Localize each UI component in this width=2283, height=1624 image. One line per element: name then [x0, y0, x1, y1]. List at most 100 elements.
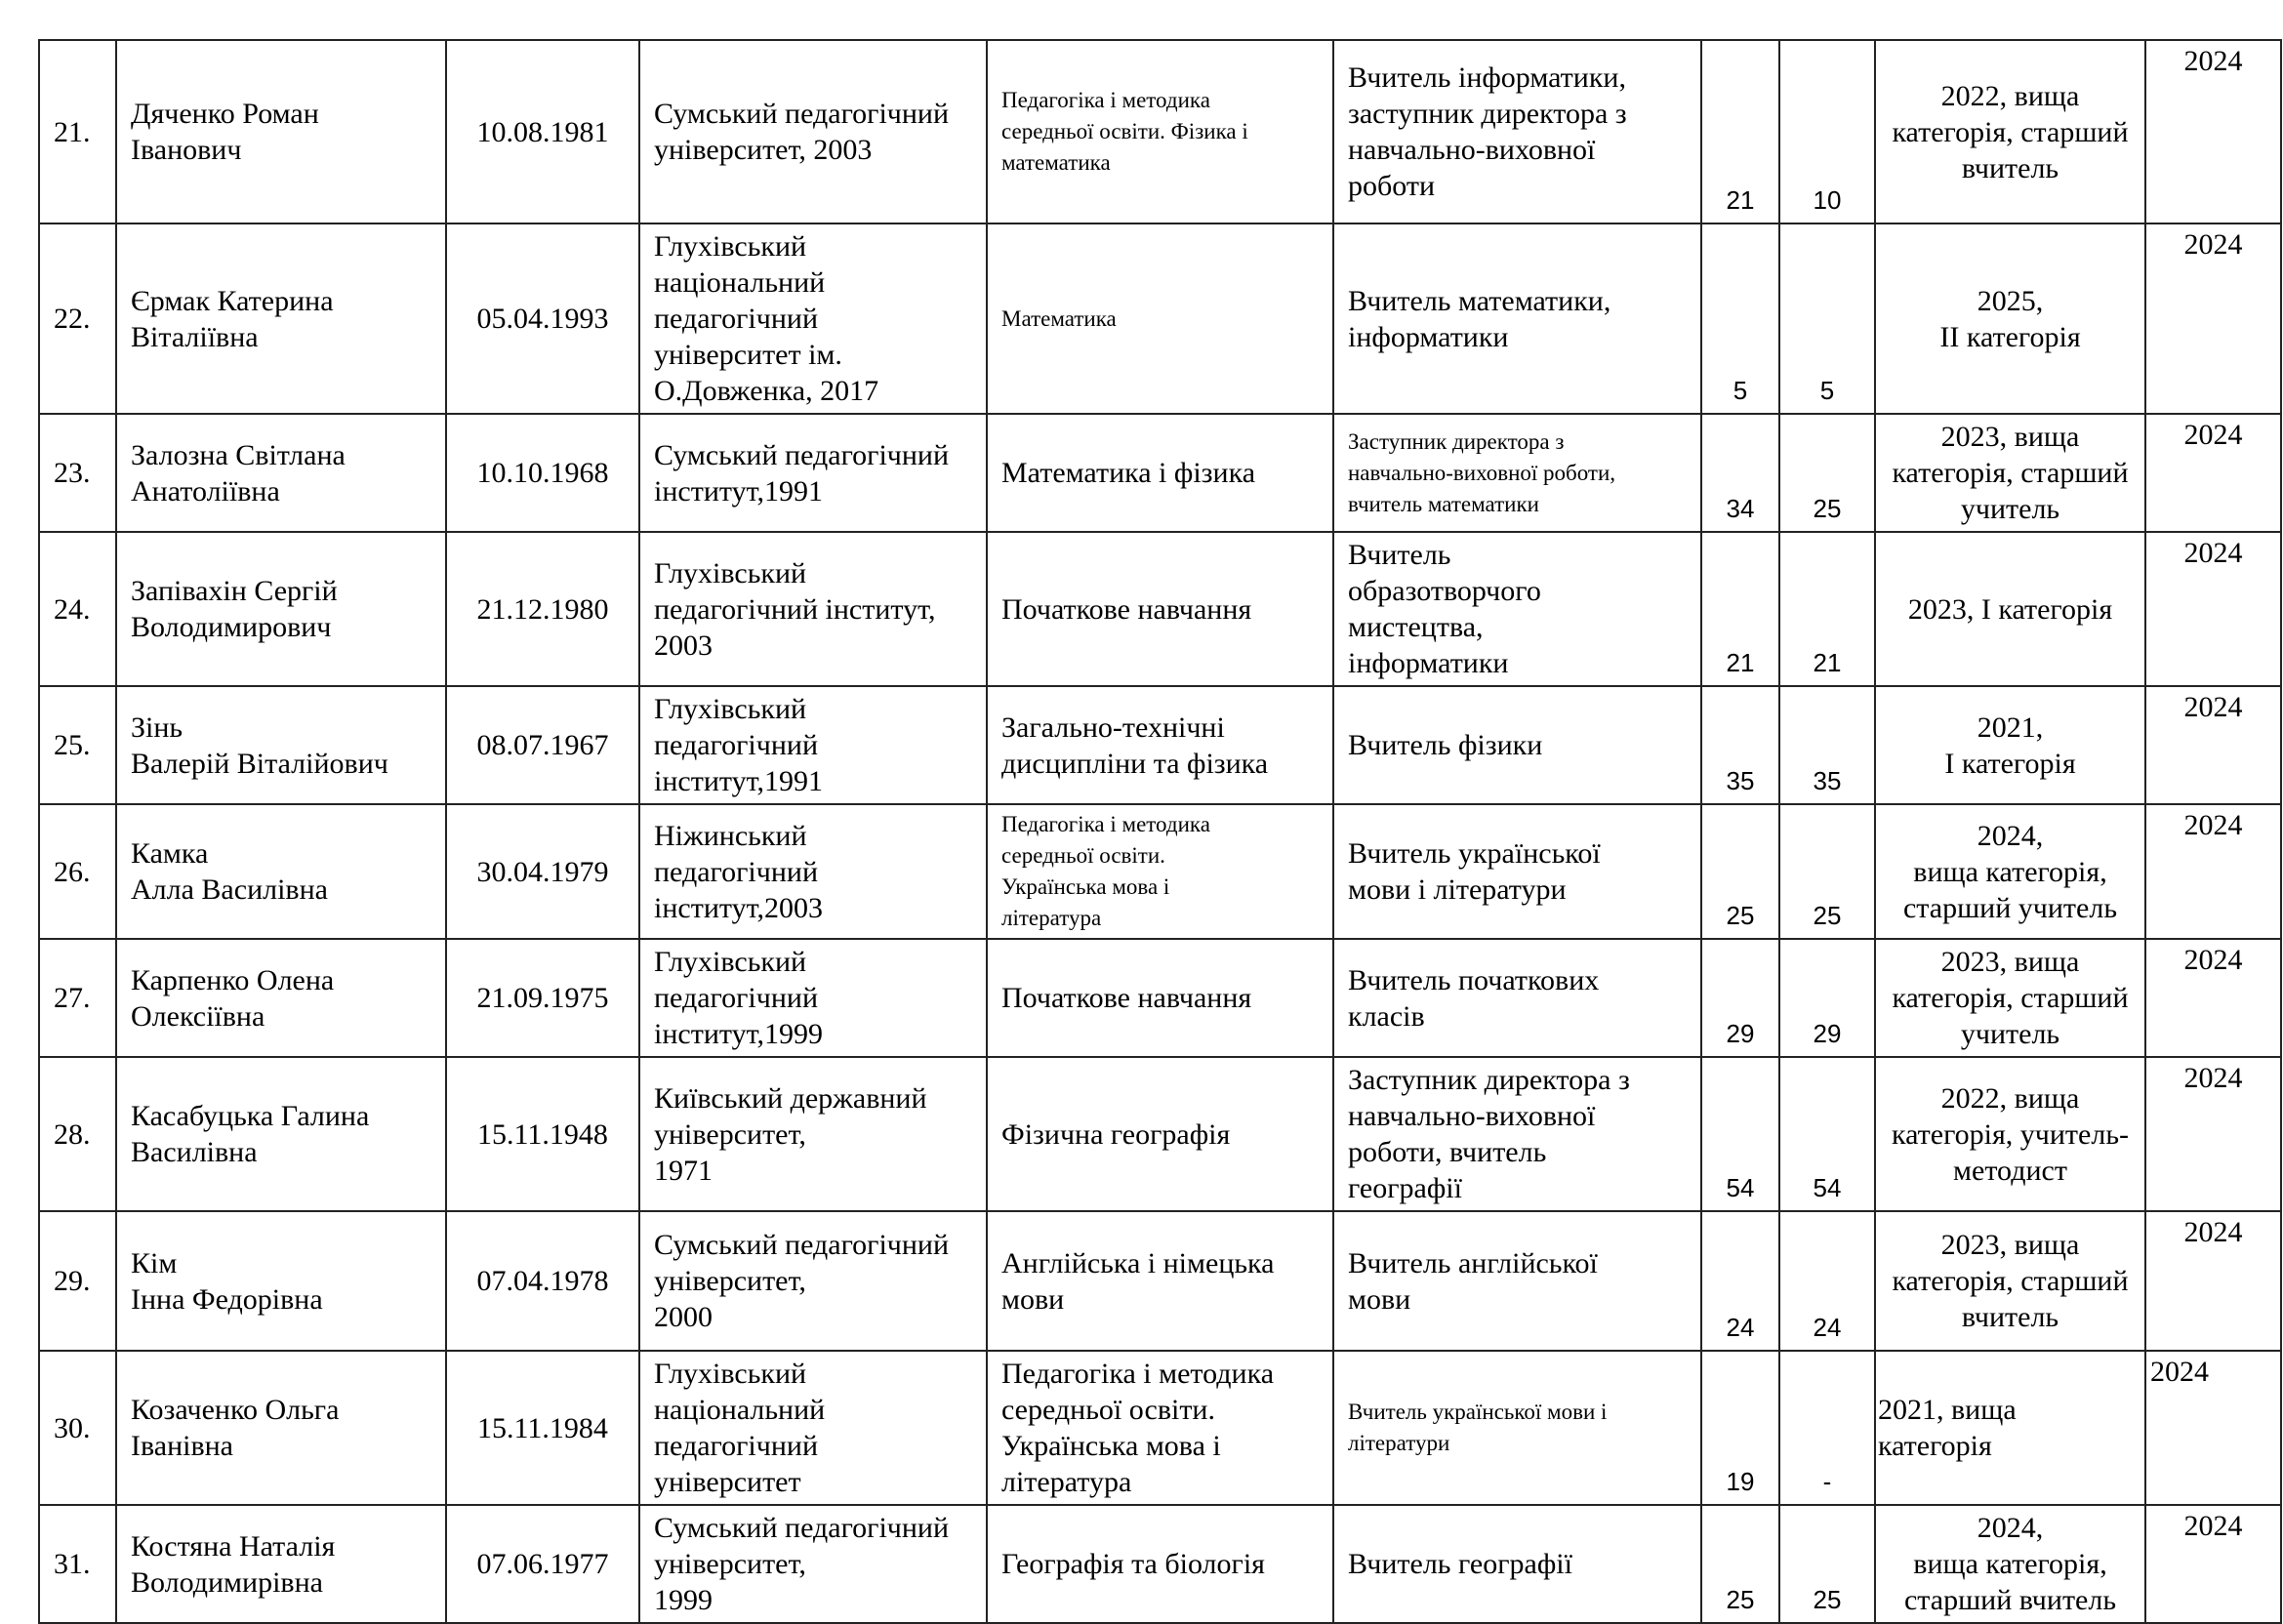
qualification-category: 2023, вища категорія, старший вчитель	[1874, 1210, 2146, 1352]
education-institution: Ніжинський педагогічний інститут,2003	[638, 803, 988, 940]
total-experience: 24	[1700, 1210, 1780, 1352]
total-experience: 34	[1700, 413, 1780, 533]
qualification-category: 2023, вища категорія, старший учитель	[1874, 938, 2146, 1058]
teaching-experience: 21	[1778, 531, 1876, 687]
course-year: 2024	[2144, 1210, 2282, 1352]
row-number: 29.	[38, 1210, 117, 1352]
staff-table: 21. Дяченко Роман Іванович 10.08.1981 Сумсь…	[38, 39, 2282, 1624]
education-institution: Глухівський національний педагогічний ун…	[638, 1350, 988, 1506]
row-number: 21.	[38, 39, 117, 224]
table-row: 25. Зінь Валерій Віталійович 08.07.1967 Глу…	[38, 685, 2282, 805]
education-institution: Сумський педагогічний університет, 1999	[638, 1504, 988, 1624]
position: Вчитель української мови і літератури	[1332, 1350, 1702, 1506]
course-year: 2024	[2144, 938, 2282, 1058]
birth-date: 15.11.1948	[445, 1056, 640, 1212]
education-institution: Глухівський національний педагогічний ун…	[638, 223, 988, 415]
teaching-experience: 5	[1778, 223, 1876, 415]
course-year: 2024	[2144, 1350, 2282, 1506]
row-number: 27.	[38, 938, 117, 1058]
course-year: 2024	[2144, 685, 2282, 805]
birth-date: 05.04.1993	[445, 223, 640, 415]
education-institution: Глухівський педагогічний інститут,1991	[638, 685, 988, 805]
course-year: 2024	[2144, 223, 2282, 415]
table-row: 27. Карпенко Олена Олексіївна 21.09.1975 Гл…	[38, 938, 2282, 1058]
teaching-experience: 54	[1778, 1056, 1876, 1212]
teacher-name: Козаченко Ольга Іванівна	[115, 1350, 447, 1506]
education-institution: Глухівський педагогічний інститут, 2003	[638, 531, 988, 687]
qualification-category: 2022, вища категорія, учитель- методист	[1874, 1056, 2146, 1212]
row-number: 23.	[38, 413, 117, 533]
row-number: 28.	[38, 1056, 117, 1212]
position: Вчитель географії	[1332, 1504, 1702, 1624]
table-row: 29. Кім Інна Федорівна 07.04.1978 Сумський…	[38, 1210, 2282, 1352]
specialty: Математика	[986, 223, 1334, 415]
row-number: 25.	[38, 685, 117, 805]
row-number: 22.	[38, 223, 117, 415]
course-year: 2024	[2144, 413, 2282, 533]
teacher-name: Дяченко Роман Іванович	[115, 39, 447, 224]
specialty: Початкове навчання	[986, 938, 1334, 1058]
row-number: 24.	[38, 531, 117, 687]
qualification-category: 2023, І категорія	[1874, 531, 2146, 687]
birth-date: 21.12.1980	[445, 531, 640, 687]
course-year: 2024	[2144, 1504, 2282, 1624]
teaching-experience: -	[1778, 1350, 1876, 1506]
education-institution: Київський державний університет, 1971	[638, 1056, 988, 1212]
qualification-category: 2022, вища категорія, старший вчитель	[1874, 39, 2146, 224]
row-number: 30.	[38, 1350, 117, 1506]
birth-date: 15.11.1984	[445, 1350, 640, 1506]
total-experience: 5	[1700, 223, 1780, 415]
specialty: Загально-технічні дисципліни та фізика	[986, 685, 1334, 805]
teaching-experience: 35	[1778, 685, 1876, 805]
birth-date: 08.07.1967	[445, 685, 640, 805]
teacher-name: Запівахін Сергій Володимирович	[115, 531, 447, 687]
table-row: 23. Залозна Світлана Анатоліївна 10.10.196…	[38, 413, 2282, 533]
course-year: 2024	[2144, 1056, 2282, 1212]
teacher-name: Карпенко Олена Олексіївна	[115, 938, 447, 1058]
specialty: Англійська і німецька мови	[986, 1210, 1334, 1352]
qualification-category: 2024, вища категорія, старший вчитель	[1874, 1504, 2146, 1624]
teacher-name: Костяна Наталія Володимирівна	[115, 1504, 447, 1624]
table-row: 26. Камка Алла Василівна 30.04.1979 Ніжинсь…	[38, 803, 2282, 940]
teacher-name: Кім Інна Федорівна	[115, 1210, 447, 1352]
position: Вчитель початкових класів	[1332, 938, 1702, 1058]
total-experience: 29	[1700, 938, 1780, 1058]
teacher-name: Зінь Валерій Віталійович	[115, 685, 447, 805]
position: Заступник директора з навчально-виховної…	[1332, 1056, 1702, 1212]
qualification-category: 2021, І категорія	[1874, 685, 2146, 805]
course-year: 2024	[2144, 803, 2282, 940]
qualification-category: 2021, вища категорія	[1874, 1350, 2146, 1506]
total-experience: 19	[1700, 1350, 1780, 1506]
position: Вчитель образотворчого мистецтва, інформ…	[1332, 531, 1702, 687]
birth-date: 07.04.1978	[445, 1210, 640, 1352]
birth-date: 07.06.1977	[445, 1504, 640, 1624]
specialty: Педагогіка і методика середньої освіти. …	[986, 1350, 1334, 1506]
specialty: Математика і фізика	[986, 413, 1334, 533]
teaching-experience: 29	[1778, 938, 1876, 1058]
course-year: 2024	[2144, 531, 2282, 687]
table-row: 21. Дяченко Роман Іванович 10.08.1981 Сумсь…	[38, 39, 2282, 224]
birth-date: 30.04.1979	[445, 803, 640, 940]
position: Вчитель англійської мови	[1332, 1210, 1702, 1352]
specialty: Географія та біологія	[986, 1504, 1334, 1624]
position: Вчитель фізики	[1332, 685, 1702, 805]
table-row: 24. Запівахін Сергій Володимирович 21.12.1…	[38, 531, 2282, 687]
table-row: 31. Костяна Наталія Володимирівна 07.06.19…	[38, 1504, 2282, 1624]
education-institution: Сумський педагогічний інститут,1991	[638, 413, 988, 533]
table-row: 28. Касабуцька Галина Василівна 15.11.1948…	[38, 1056, 2282, 1212]
row-number: 31.	[38, 1504, 117, 1624]
row-number: 26.	[38, 803, 117, 940]
position: Заступник директора з навчально-виховної…	[1332, 413, 1702, 533]
teacher-name: Залозна Світлана Анатоліївна	[115, 413, 447, 533]
qualification-category: 2023, вища категорія, старший учитель	[1874, 413, 2146, 533]
specialty: Фізична географія	[986, 1056, 1334, 1212]
total-experience: 35	[1700, 685, 1780, 805]
table-row: 30. Козаченко Ольга Іванівна 15.11.1984 Глу…	[38, 1350, 2282, 1506]
birth-date: 10.10.1968	[445, 413, 640, 533]
total-experience: 25	[1700, 1504, 1780, 1624]
birth-date: 21.09.1975	[445, 938, 640, 1058]
teaching-experience: 24	[1778, 1210, 1876, 1352]
specialty: Початкове навчання	[986, 531, 1334, 687]
teaching-experience: 25	[1778, 413, 1876, 533]
specialty: Педагогіка і методика середньої освіти. …	[986, 39, 1334, 224]
